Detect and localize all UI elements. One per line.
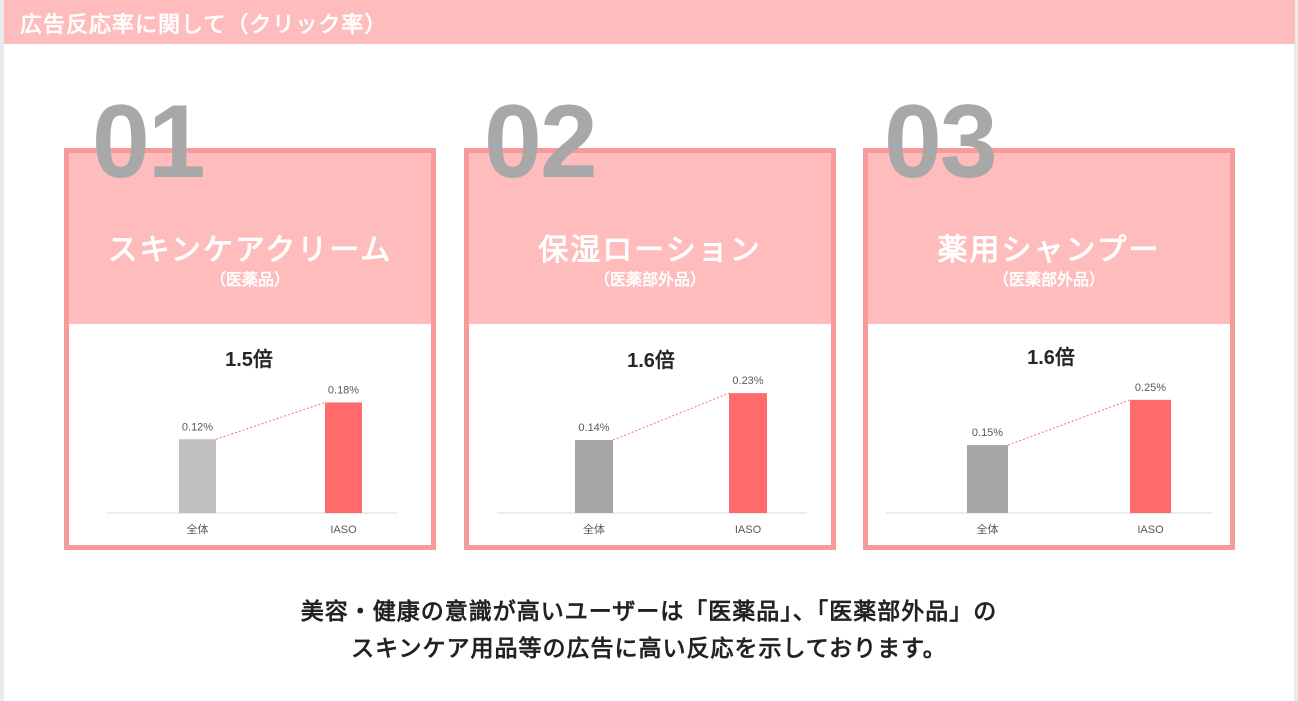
card-subtitle: （医薬部外品） [593,270,706,289]
page-title: 広告反応率に関して（クリック率） [20,13,388,38]
header-band: 広告反応率に関して（クリック率） [4,0,1295,44]
card-number: 02 [484,84,598,200]
card-header: 保湿ローション （医薬部外品） [469,153,831,324]
ratio-annotation: 1.6倍 [627,348,675,372]
category-label-overall: 全体 [977,522,999,536]
product-card-shampoo: 薬用シャンプー （医薬部外品） 0.15% 0.25% 全体 IASO 1.6倍 [863,148,1235,550]
value-label-iaso: 0.18% [328,384,359,396]
summary-line-1: 美容・健康の意識が高いユーザーは「医薬品」、「医薬部外品」の [300,599,998,625]
value-label-overall: 0.12% [182,421,213,433]
bar-overall [179,439,216,513]
card-subtitle: （医薬部外品） [992,270,1105,289]
value-label-iaso: 0.25% [1135,382,1166,394]
bar-overall [575,440,613,513]
card-number: 03 [884,84,998,200]
category-label-iaso: IASO [330,524,357,536]
bar-overall [967,445,1008,513]
bar-chart: 0.15% 0.25% 全体 IASO 1.6倍 [886,345,1212,536]
card-header: 薬用シャンプー （医薬部外品） [868,153,1230,324]
frame-left-edge [0,0,4,701]
product-card-skincream: スキンケアクリーム （医薬品） 0.12% 0.18% 全体 IASO 1.5倍 [64,148,436,550]
bar-iaso [325,402,362,513]
summary-line-2: スキンケア用品等の広告に高い反応を示しております。 [351,636,947,662]
bar-iaso [1130,399,1171,513]
card-subtitle: （医薬品） [209,270,290,289]
category-label-overall: 全体 [187,522,209,536]
frame-right-edge [1294,0,1298,701]
product-card-lotion: 保湿ローション （医薬部外品） 0.14% 0.23% 全体 IASO 1.6倍 [464,148,836,550]
ratio-connector-line [215,401,326,440]
value-label-iaso: 0.23% [732,375,763,387]
value-label-overall: 0.14% [578,422,609,434]
ratio-annotation: 1.5倍 [225,347,273,371]
card-title: スキンケアクリーム [107,233,393,268]
card-header: スキンケアクリーム （医薬品） [69,153,431,324]
value-label-overall: 0.15% [972,427,1003,439]
card-title: 保湿ローション [538,233,762,268]
ratio-connector-line [1007,399,1131,446]
card-number: 01 [92,84,206,200]
card-title: 薬用シャンプー [937,233,1161,268]
ratio-connector-line [612,392,730,441]
ratio-annotation: 1.6倍 [1027,345,1075,369]
bar-iaso [729,393,767,513]
category-label-iaso: IASO [1137,524,1164,536]
category-label-overall: 全体 [583,522,605,536]
category-label-iaso: IASO [735,524,762,536]
bar-chart: 0.14% 0.23% 全体 IASO 1.6倍 [497,348,807,536]
bar-chart: 0.12% 0.18% 全体 IASO 1.5倍 [107,347,397,536]
